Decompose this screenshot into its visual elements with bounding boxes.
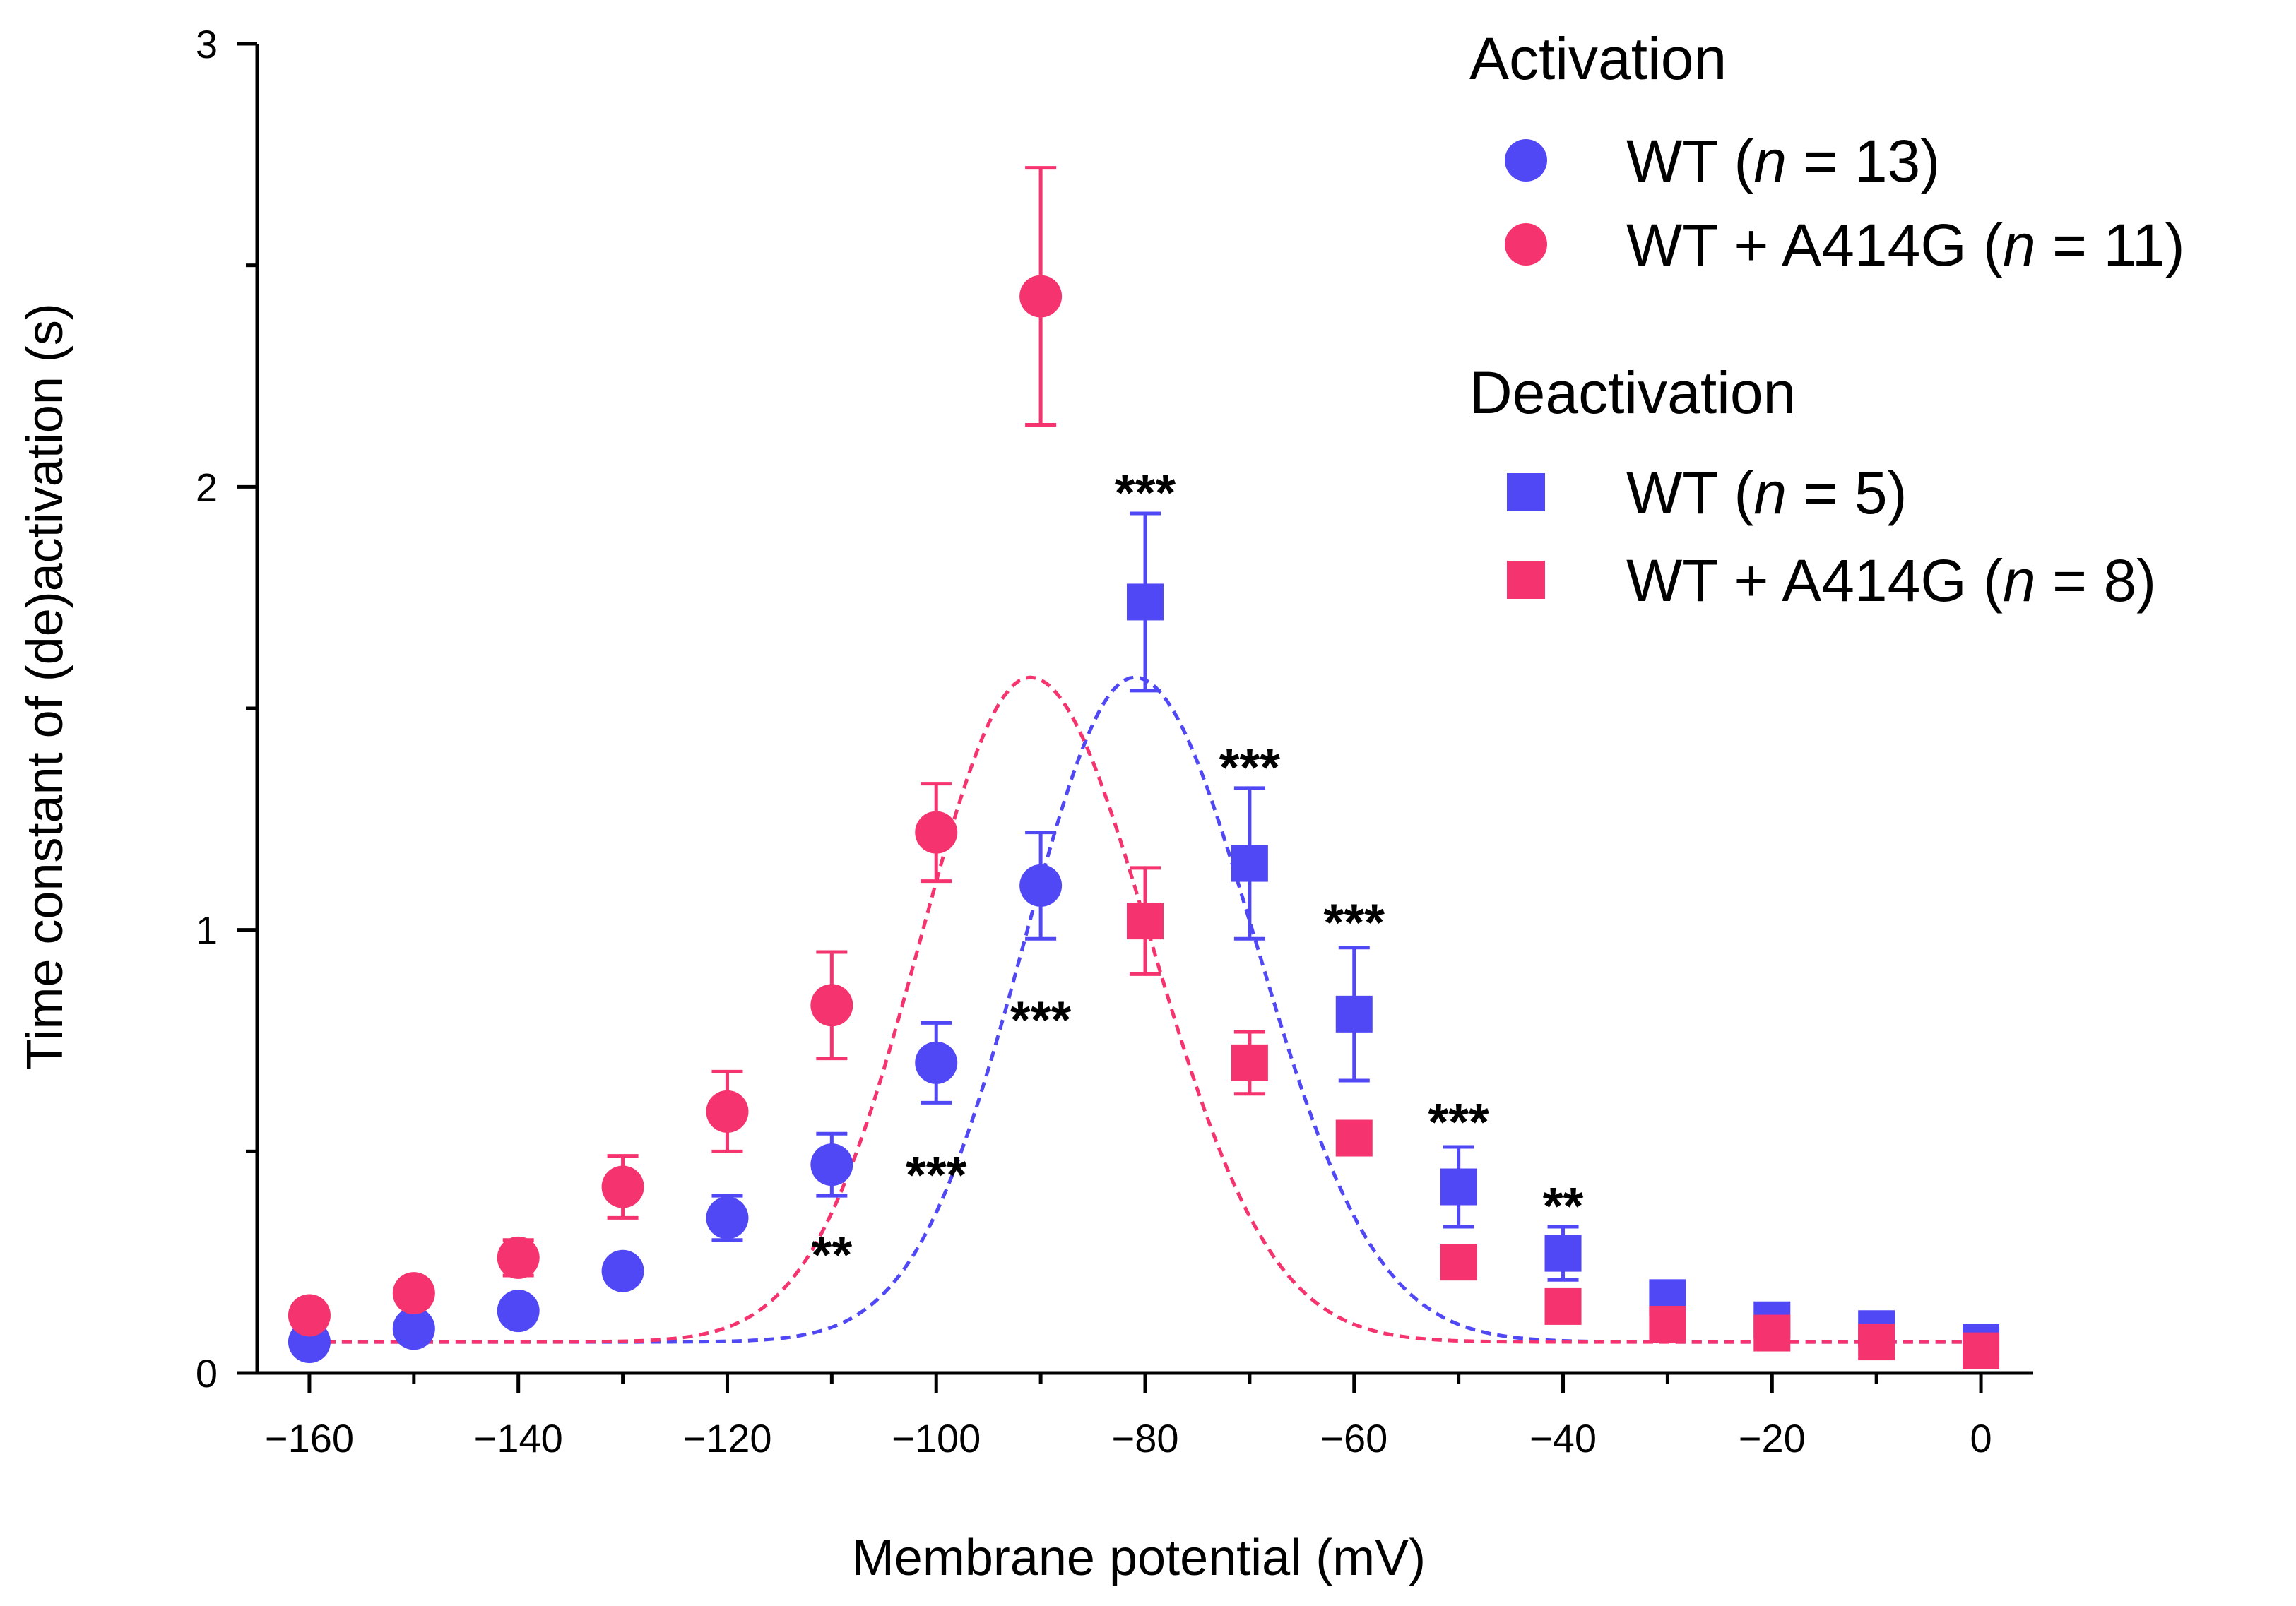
point-deactivation-mut (1753, 1314, 1791, 1352)
point-activation-wt (601, 1249, 644, 1292)
point-activation-mut (1019, 275, 1063, 318)
point-activation-mut (288, 1294, 331, 1337)
significance-label: *** (1115, 463, 1176, 522)
legend: Activation Deactivation WT (n = 13) WT +… (1469, 25, 2185, 614)
point-activation-wt (497, 1290, 540, 1333)
y-tick-label: 3 (196, 22, 218, 66)
point-activation-mut (601, 1165, 644, 1208)
point-deactivation-wt (1231, 845, 1268, 882)
y-tick-label: 0 (196, 1351, 218, 1396)
significance-label: ** (1543, 1177, 1584, 1235)
legend-label-deactivation-mut: WT + A414G (n = 8) (1626, 547, 2156, 614)
point-activation-mut (915, 811, 958, 854)
point-activation-wt (706, 1196, 749, 1239)
point-deactivation-mut (1649, 1305, 1686, 1343)
legend-label-activation-mut: WT + A414G (n = 11) (1626, 212, 2185, 278)
point-activation-wt (915, 1041, 958, 1084)
point-deactivation-mut (1858, 1324, 1895, 1361)
legend-marker-deactivation-wt (1507, 473, 1545, 511)
axes: −160 −140 −120 −100 −80 −60 −40 −20 0 0 1 2 3 (196, 22, 2033, 1461)
point-deactivation-wt (1127, 583, 1164, 621)
point-activation-wt (392, 1307, 435, 1350)
y-tick-label: 2 (196, 465, 218, 509)
x-axis-title: Membrane potential (mV) (852, 1530, 1426, 1586)
x-tick-label: 0 (1970, 1416, 1992, 1461)
point-deactivation-mut (1335, 1119, 1373, 1157)
point-activation-wt (1019, 864, 1063, 907)
significance-labels: ********************** (812, 463, 1584, 1284)
x-tick-label: −60 (1320, 1416, 1387, 1461)
x-tick-label: −160 (265, 1416, 354, 1461)
y-axis-title: Time constant of (de)activation (s) (17, 303, 73, 1070)
point-deactivation-wt (1544, 1235, 1582, 1272)
x-tick-label: −20 (1739, 1416, 1806, 1461)
x-tick-label: −120 (682, 1416, 771, 1461)
point-deactivation-wt (1335, 995, 1373, 1033)
y-tick-label: 1 (196, 908, 218, 953)
point-activation-wt (810, 1143, 853, 1186)
significance-label: *** (1324, 893, 1385, 952)
data-markers (288, 275, 2000, 1369)
point-deactivation-mut (1231, 1044, 1268, 1081)
fit-curve-wt (309, 675, 1982, 1344)
point-activation-mut (706, 1090, 749, 1133)
legend-label-activation-wt: WT (n = 13) (1626, 128, 1940, 194)
significance-label: *** (1010, 991, 1072, 1049)
point-activation-mut (392, 1272, 435, 1315)
significance-label: *** (1219, 738, 1281, 797)
significance-label: *** (906, 1146, 967, 1204)
point-deactivation-mut (1440, 1244, 1477, 1281)
legend-label-deactivation-wt: WT (n = 5) (1626, 460, 1907, 526)
point-deactivation-mut (1544, 1287, 1582, 1325)
legend-heading-activation: Activation (1469, 25, 1727, 92)
legend-marker-deactivation-mut (1507, 561, 1545, 599)
point-activation-mut (810, 984, 853, 1027)
legend-heading-deactivation: Deactivation (1469, 359, 1796, 426)
x-tick-label: −80 (1112, 1416, 1179, 1461)
point-activation-mut (497, 1236, 540, 1279)
fit-curves (309, 675, 1982, 1344)
fit-curve-mut (309, 675, 1982, 1344)
legend-marker-activation-wt (1505, 139, 1547, 182)
significance-label: ** (812, 1225, 853, 1284)
point-deactivation-wt (1440, 1168, 1477, 1206)
point-deactivation-mut (1963, 1332, 2000, 1369)
x-tick-label: −40 (1529, 1416, 1597, 1461)
legend-marker-activation-mut (1505, 223, 1547, 266)
x-tick-label: −100 (892, 1416, 981, 1461)
point-deactivation-mut (1127, 903, 1164, 940)
x-tick-label: −140 (474, 1416, 563, 1461)
significance-label: *** (1428, 1093, 1489, 1151)
